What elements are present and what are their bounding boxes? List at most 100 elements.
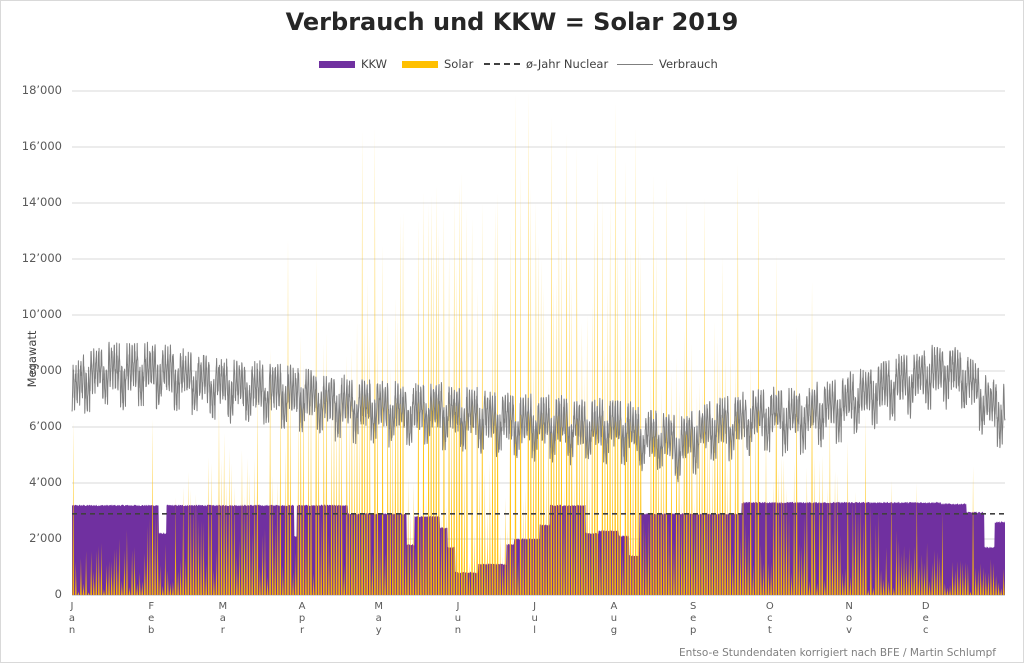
solar-day-peak xyxy=(877,512,880,595)
solar-day-peak xyxy=(849,576,852,595)
solar-day-peak xyxy=(698,379,701,595)
solar-day-peak xyxy=(775,253,778,595)
solar-day-peak xyxy=(565,133,568,595)
solar-day-peak xyxy=(890,480,893,595)
solar-day-peak xyxy=(905,556,908,595)
solar-day-peak xyxy=(939,556,941,595)
solar-day-peak xyxy=(473,528,476,595)
solar-day-peak xyxy=(425,489,427,595)
solar-day-peak xyxy=(624,161,627,595)
solar-day-peak xyxy=(816,582,818,595)
solar-day-peak xyxy=(131,550,133,595)
solar-day-peak xyxy=(182,486,185,595)
solar-day-peak xyxy=(836,474,839,595)
solar-day-peak xyxy=(949,584,951,595)
solar-day-peak xyxy=(619,334,622,595)
solar-day-peak xyxy=(706,420,709,595)
solar-day-peak xyxy=(573,473,576,595)
solar-day-peak xyxy=(568,248,570,595)
solar-day-peak xyxy=(662,418,665,595)
solar-day-peak xyxy=(688,380,691,595)
solar-day-peak xyxy=(716,338,719,595)
solar-day-peak xyxy=(885,547,887,595)
solar-day-peak xyxy=(156,511,159,595)
solar-day-peak xyxy=(601,198,604,595)
solar-day-peak xyxy=(190,489,192,595)
solar-day-peak xyxy=(517,561,519,595)
solar-day-peak xyxy=(650,375,652,595)
solar-day-peak xyxy=(563,481,565,595)
solar-day-peak xyxy=(793,461,795,595)
solar-day-peak xyxy=(192,502,195,595)
solar-day-peak xyxy=(987,572,990,595)
solar-day-peak xyxy=(823,579,826,595)
solar-day-peak xyxy=(652,175,655,595)
solar-day-peak xyxy=(207,456,210,595)
solar-day-peak xyxy=(366,277,369,595)
solar-day-peak xyxy=(340,385,343,595)
solar-day-peak xyxy=(371,552,374,595)
solar-day-peak xyxy=(540,258,542,595)
solar-day-peak xyxy=(583,375,586,595)
solar-day-peak xyxy=(545,466,547,595)
solar-day-peak xyxy=(80,558,82,595)
solar-day-peak xyxy=(75,561,77,595)
solar-day-peak xyxy=(407,475,409,595)
solar-day-peak xyxy=(151,418,154,595)
solar-day-peak xyxy=(852,499,854,595)
solar-day-peak xyxy=(522,499,524,595)
solar-day-peak xyxy=(731,550,734,595)
solar-day-peak xyxy=(762,562,765,595)
legend-label-nuclear-avg: ø-Jahr Nuclear xyxy=(526,57,609,71)
solar-day-peak xyxy=(302,362,305,595)
solar-day-peak xyxy=(110,561,113,595)
solar-day-peak xyxy=(921,554,923,595)
solar-day-peak xyxy=(417,219,420,596)
solar-day-peak xyxy=(880,569,882,595)
solar-day-peak xyxy=(356,322,358,595)
solar-day-peak xyxy=(839,535,841,595)
solar-day-peak xyxy=(997,582,1000,595)
solar-day-peak xyxy=(844,568,847,595)
solar-day-peak xyxy=(857,510,859,595)
solar-day-peak xyxy=(246,457,248,595)
solar-day-peak xyxy=(803,514,806,595)
solar-day-peak xyxy=(923,562,926,595)
solar-day-peak xyxy=(606,288,609,595)
solar-day-peak xyxy=(660,386,663,595)
y-tick-label: 4’000 xyxy=(29,475,62,489)
kkw-swatch xyxy=(319,60,355,68)
legend-label-kkw: KKW xyxy=(361,57,388,71)
solar-day-peak xyxy=(673,539,675,595)
solar-day-peak xyxy=(376,334,379,595)
solar-day-peak xyxy=(936,551,939,595)
solar-day-peak xyxy=(854,491,857,595)
solar-day-peak xyxy=(312,573,315,595)
solar-day-peak xyxy=(261,534,264,595)
solar-day-peak xyxy=(197,518,200,595)
solar-day-peak xyxy=(195,494,197,595)
solar-day-peak xyxy=(368,334,371,595)
solar-day-peak xyxy=(374,127,376,596)
solar-day-peak xyxy=(144,552,146,595)
solar-day-peak xyxy=(813,457,816,595)
solar-day-peak xyxy=(668,515,670,595)
solar-day-peak xyxy=(292,572,294,595)
solar-day-peak xyxy=(338,382,340,595)
solar-day-peak xyxy=(834,470,836,595)
solar-day-peak xyxy=(985,571,987,595)
solar-day-peak xyxy=(519,169,522,596)
solar-day-peak xyxy=(530,188,532,596)
solar-day-peak xyxy=(228,448,231,595)
solar-day-peak xyxy=(455,263,458,595)
solar-day-peak xyxy=(708,427,711,595)
solar-day-peak xyxy=(243,495,246,595)
solar-day-peak xyxy=(1002,568,1005,595)
solar-day-peak xyxy=(703,197,706,595)
y-tick-label: 16’000 xyxy=(21,139,62,153)
y-tick-label: 6’000 xyxy=(29,419,62,433)
